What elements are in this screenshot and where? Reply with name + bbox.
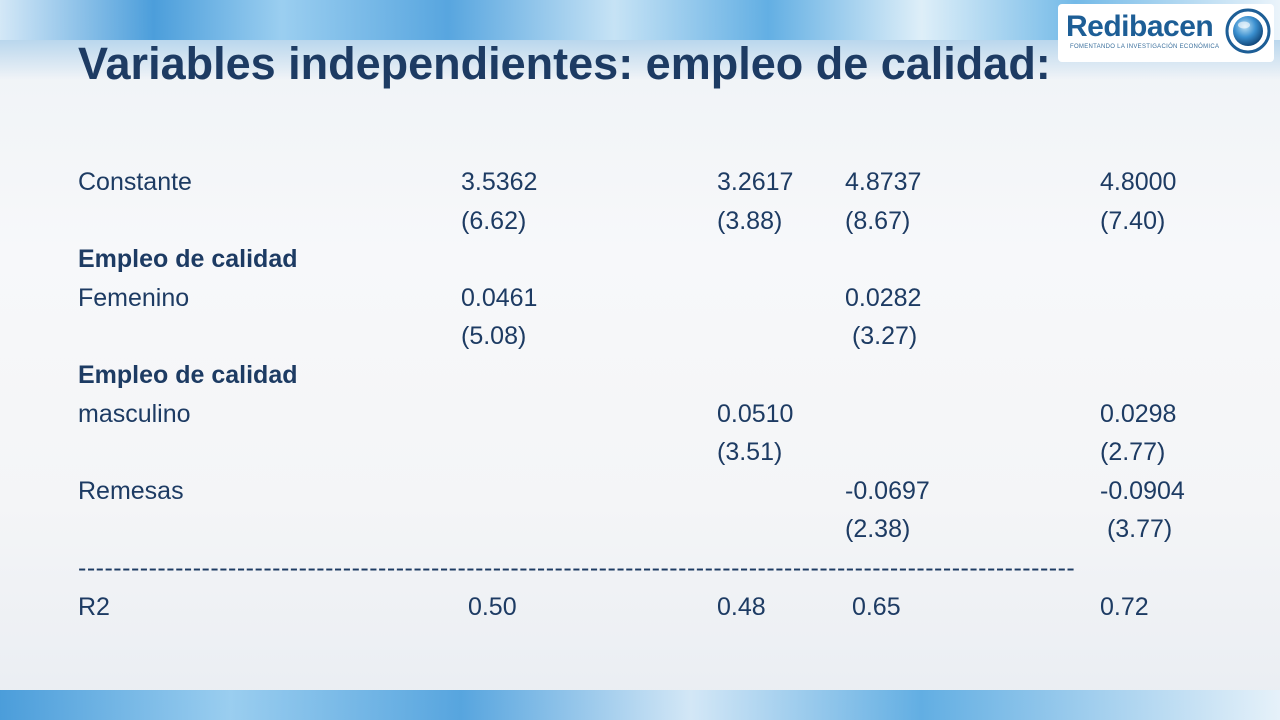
table-row-r2: R2 0.50 0.48 0.65 0.72 (78, 593, 1202, 632)
logo-tagline: FOMENTANDO LA INVESTIGACIÓN ECONÓMICA (1070, 44, 1220, 50)
row-label: Femenino (78, 283, 190, 312)
table-row: (5.08) (3.27) (78, 322, 1202, 361)
table-row: Constante 3.5362 3.2617 4.8737 4.8000 (78, 168, 1202, 207)
cell-col4: 4.8000 (1100, 168, 1177, 196)
table-row: Empleo de calidad (78, 361, 1202, 400)
cell-col3: 4.8737 (845, 168, 922, 196)
cell-col1: 3.5362 (461, 168, 538, 196)
cell-col4: 0.72 (1100, 592, 1149, 621)
table-row: (3.51) (2.77) (78, 438, 1202, 477)
cell-col2: 0.48 (717, 592, 766, 621)
cell-col4: (7.40) (1100, 206, 1166, 235)
cell-col1: (6.62) (461, 206, 527, 235)
table-row: Remesas -0.0697 -0.0904 (78, 477, 1202, 516)
table-row: (2.38) (3.77) (78, 515, 1202, 554)
cell-col2: (3.88) (717, 206, 783, 235)
table-row: Empleo de calidad (78, 245, 1202, 284)
bottom-decorative-band (0, 690, 1280, 720)
globe-icon (1225, 8, 1271, 54)
cell-col3: -0.0697 (845, 476, 930, 505)
cell-col4: (2.77) (1100, 438, 1166, 467)
logo-name: Redibacen (1066, 10, 1214, 43)
cell-col3: (3.27) (845, 322, 918, 351)
cell-col1: 0.50 (461, 592, 517, 621)
row-label: R2 (78, 592, 110, 621)
table-row: (6.62) (3.88) (8.67) (7.40) (78, 207, 1202, 246)
cell-col3: 0.65 (845, 592, 901, 621)
row-label: Constante (78, 168, 192, 196)
cell-col4: 0.0298 (1100, 399, 1177, 428)
section-heading: Empleo de calidad (78, 360, 298, 389)
redibacen-logo: Redibacen FOMENTANDO LA INVESTIGACIÓN EC… (1058, 4, 1274, 62)
table-divider: ----------------------------------------… (78, 553, 1076, 582)
section-heading: Empleo de calidad (78, 245, 298, 274)
cell-col3: (8.67) (845, 206, 911, 235)
table-row: Femenino 0.0461 0.0282 (78, 284, 1202, 323)
cell-col2: 0.0510 (717, 399, 794, 428)
row-label: Remesas (78, 476, 184, 505)
table-row: masculino 0.0510 0.0298 (78, 400, 1202, 439)
cell-col2: (3.51) (717, 438, 783, 467)
cell-col1: (5.08) (461, 322, 527, 351)
regression-table: Constante 3.5362 3.2617 4.8737 4.8000 (6… (78, 168, 1202, 631)
cell-col2: 3.2617 (717, 168, 794, 196)
cell-col4: (3.77) (1100, 515, 1173, 544)
row-label: masculino (78, 399, 191, 428)
page-title: Variables independientes: empleo de cali… (78, 38, 1051, 89)
cell-col3: (2.38) (845, 515, 911, 544)
cell-col3: 0.0282 (845, 283, 922, 312)
cell-col4: -0.0904 (1100, 476, 1185, 505)
cell-col1: 0.0461 (461, 283, 538, 312)
